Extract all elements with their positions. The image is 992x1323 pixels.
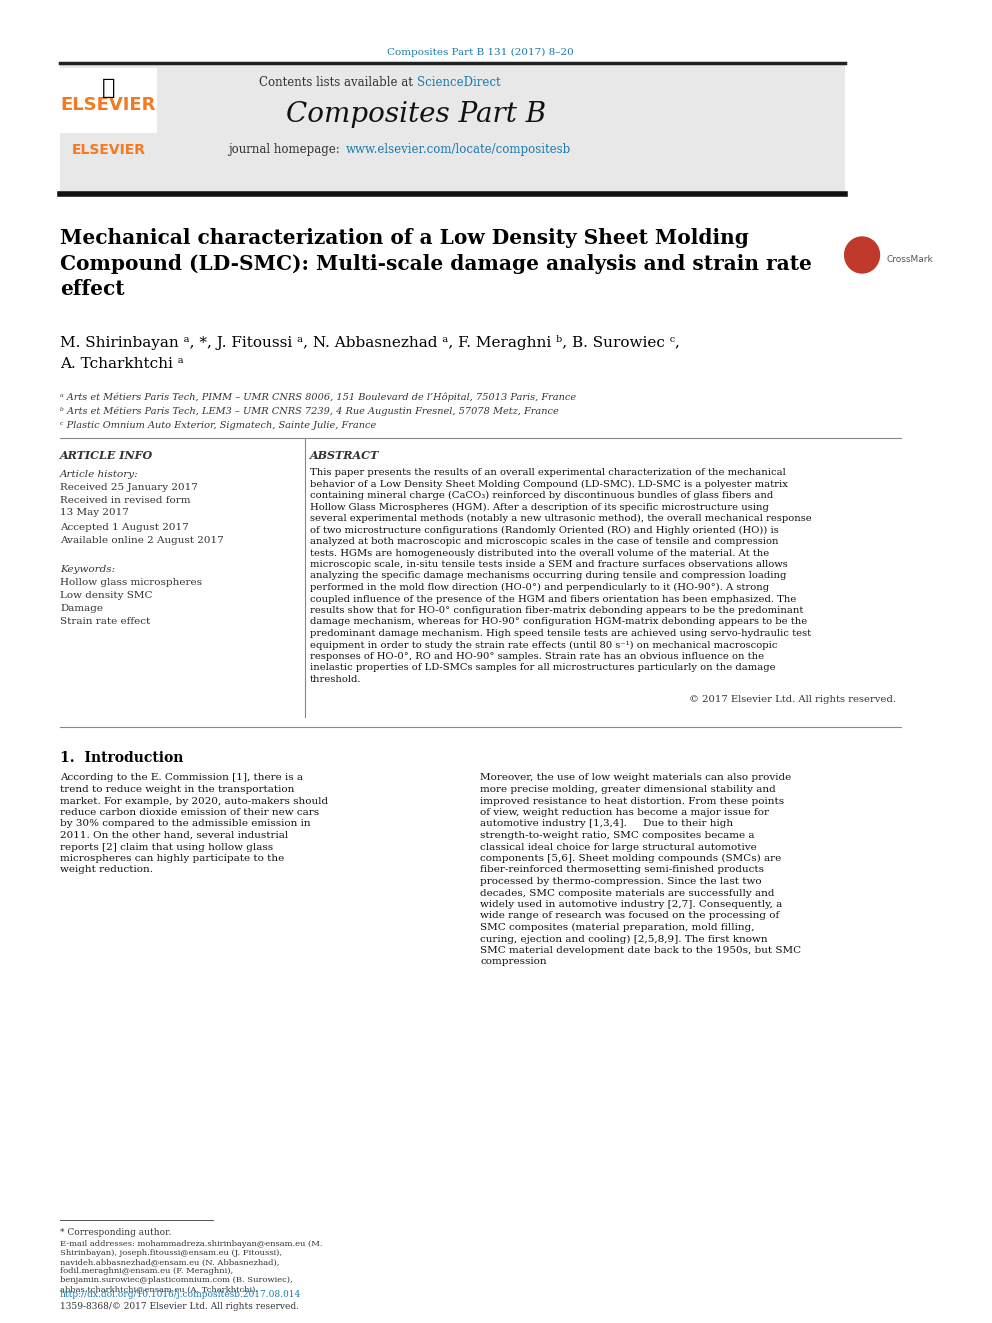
Text: According to the E. Commission [1], there is a: According to the E. Commission [1], ther… xyxy=(61,774,303,782)
Text: Mechanical characterization of a Low Density Sheet Molding
Compound (LD-SMC): Mu: Mechanical characterization of a Low Den… xyxy=(61,228,811,299)
Text: ᵇ Arts et Métiers Paris Tech, LEM3 – UMR CNRS 7239, 4 Rue Augustin Fresnel, 5707: ᵇ Arts et Métiers Paris Tech, LEM3 – UMR… xyxy=(61,407,558,417)
Text: analyzed at both macroscopic and microscopic scales in the case of tensile and c: analyzed at both macroscopic and microsc… xyxy=(310,537,779,546)
Text: Strain rate effect: Strain rate effect xyxy=(61,617,151,626)
Text: 1.  Introduction: 1. Introduction xyxy=(61,751,184,766)
Text: ✕: ✕ xyxy=(856,247,868,262)
Text: tests. HGMs are homogeneously distributed into the overall volume of the materia: tests. HGMs are homogeneously distribute… xyxy=(310,549,769,557)
Text: CrossMark: CrossMark xyxy=(886,255,933,265)
Text: Composites Part B: Composites Part B xyxy=(287,102,547,128)
Text: damage mechanism, whereas for HO-90° configuration HGM-matrix debonding appears : damage mechanism, whereas for HO-90° con… xyxy=(310,618,807,627)
Text: containing mineral charge (CaCO₃) reinforced by discontinuous bundles of glass f: containing mineral charge (CaCO₃) reinfo… xyxy=(310,491,773,500)
Text: responses of HO-0°, RO and HO-90° samples. Strain rate has an obvious influence : responses of HO-0°, RO and HO-90° sample… xyxy=(310,652,764,662)
Text: ARTICLE INFO: ARTICLE INFO xyxy=(61,450,154,460)
Text: Received 25 January 2017: Received 25 January 2017 xyxy=(61,483,198,492)
Text: SMC composites (material preparation, mold filling,: SMC composites (material preparation, mo… xyxy=(480,923,755,933)
Text: processed by thermo-compression. Since the last two: processed by thermo-compression. Since t… xyxy=(480,877,762,886)
Text: M. Shirinbayan ᵃ, *, J. Fitoussi ᵃ, N. Abbasnezhad ᵃ, F. Meraghni ᵇ, B. Surowiec: M. Shirinbayan ᵃ, *, J. Fitoussi ᵃ, N. A… xyxy=(61,335,680,370)
Text: 2011. On the other hand, several industrial: 2011. On the other hand, several industr… xyxy=(61,831,289,840)
Text: Accepted 1 August 2017: Accepted 1 August 2017 xyxy=(61,523,188,532)
Text: widely used in automotive industry [2,7]. Consequently, a: widely used in automotive industry [2,7]… xyxy=(480,900,783,909)
Text: equipment in order to study the strain rate effects (until 80 s⁻¹) on mechanical: equipment in order to study the strain r… xyxy=(310,640,778,650)
Text: threshold.: threshold. xyxy=(310,675,361,684)
Text: ScienceDirect: ScienceDirect xyxy=(418,75,501,89)
Text: Low density SMC: Low density SMC xyxy=(61,591,153,601)
Text: ᵃ Arts et Métiers Paris Tech, PIMM – UMR CNRS 8006, 151 Boulevard de l’Hôpital, : ᵃ Arts et Métiers Paris Tech, PIMM – UMR… xyxy=(61,393,576,402)
Text: journal homepage:: journal homepage: xyxy=(228,143,344,156)
FancyBboxPatch shape xyxy=(61,62,844,192)
Text: microspheres can highly participate to the: microspheres can highly participate to t… xyxy=(61,855,285,863)
Text: of two microstructure configurations (Randomly Oriented (RO) and Highly oriented: of two microstructure configurations (Ra… xyxy=(310,525,779,534)
Text: Article history:: Article history: xyxy=(61,470,139,479)
Text: classical ideal choice for large structural automotive: classical ideal choice for large structu… xyxy=(480,843,757,852)
Text: ELSEVIER: ELSEVIER xyxy=(61,97,156,114)
Text: 🌿: 🌿 xyxy=(102,78,115,98)
Text: of view, weight reduction has become a major issue for: of view, weight reduction has become a m… xyxy=(480,808,770,818)
Text: results show that for HO-0° configuration fiber-matrix debonding appears to be t: results show that for HO-0° configuratio… xyxy=(310,606,804,615)
Text: compression: compression xyxy=(480,958,547,967)
Text: This paper presents the results of an overall experimental characterization of t: This paper presents the results of an ov… xyxy=(310,468,786,478)
Text: 1359-8368/© 2017 Elsevier Ltd. All rights reserved.: 1359-8368/© 2017 Elsevier Ltd. All right… xyxy=(61,1302,299,1311)
Text: Received in revised form
13 May 2017: Received in revised form 13 May 2017 xyxy=(61,496,190,517)
Text: components [5,6]. Sheet molding compounds (SMCs) are: components [5,6]. Sheet molding compound… xyxy=(480,855,782,863)
Text: inelastic properties of LD-SMCs samples for all microstructures particularly on : inelastic properties of LD-SMCs samples … xyxy=(310,664,776,672)
Text: benjamin.surowiec@plasticomnium.com (B. Surowiec),: benjamin.surowiec@plasticomnium.com (B. … xyxy=(61,1275,293,1285)
Text: reduce carbon dioxide emission of their new cars: reduce carbon dioxide emission of their … xyxy=(61,808,319,818)
Circle shape xyxy=(844,237,880,273)
Text: Shirinbayan), joseph.fitoussi@ensam.eu (J. Fitoussi),: Shirinbayan), joseph.fitoussi@ensam.eu (… xyxy=(61,1249,282,1257)
Text: improved resistance to heat distortion. From these points: improved resistance to heat distortion. … xyxy=(480,796,785,806)
Bar xyxy=(61,67,157,134)
Text: http://dx.doi.org/10.1016/j.compositesb.2017.08.014: http://dx.doi.org/10.1016/j.compositesb.… xyxy=(61,1290,302,1299)
Text: ᶜ Plastic Omnium Auto Exterior, Sigmatech, Sainte Julie, France: ᶜ Plastic Omnium Auto Exterior, Sigmatec… xyxy=(61,421,376,430)
Text: decades, SMC composite materials are successfully and: decades, SMC composite materials are suc… xyxy=(480,889,775,897)
Text: fodil.meraghni@ensam.eu (F. Meraghni),: fodil.meraghni@ensam.eu (F. Meraghni), xyxy=(61,1267,233,1275)
Text: performed in the mold flow direction (HO-0°) and perpendicularly to it (HO-90°).: performed in the mold flow direction (HO… xyxy=(310,583,769,593)
Text: Composites Part B 131 (2017) 8–20: Composites Part B 131 (2017) 8–20 xyxy=(387,48,573,57)
Text: ELSEVIER: ELSEVIER xyxy=(71,143,146,157)
Text: trend to reduce weight in the transportation: trend to reduce weight in the transporta… xyxy=(61,785,295,794)
Text: reports [2] claim that using hollow glass: reports [2] claim that using hollow glas… xyxy=(61,843,273,852)
Text: market. For example, by 2020, auto-makers should: market. For example, by 2020, auto-maker… xyxy=(61,796,328,806)
Text: microscopic scale, in-situ tensile tests inside a SEM and fracture surfaces obse: microscopic scale, in-situ tensile tests… xyxy=(310,560,788,569)
Text: Moreover, the use of low weight materials can also provide: Moreover, the use of low weight material… xyxy=(480,774,792,782)
Text: wide range of research was focused on the processing of: wide range of research was focused on th… xyxy=(480,912,780,921)
Text: © 2017 Elsevier Ltd. All rights reserved.: © 2017 Elsevier Ltd. All rights reserved… xyxy=(689,695,896,704)
Text: E-mail addresses: mohammadreza.shirinbayan@ensam.eu (M.: E-mail addresses: mohammadreza.shirinbay… xyxy=(61,1240,322,1248)
Text: Hollow Glass Microspheres (HGM). After a description of its specific microstruct: Hollow Glass Microspheres (HGM). After a… xyxy=(310,503,769,512)
Text: navideh.abbasnezhad@ensam.eu (N. Abbasnezhad),: navideh.abbasnezhad@ensam.eu (N. Abbasne… xyxy=(61,1258,280,1266)
Text: by 30% compared to the admissible emission in: by 30% compared to the admissible emissi… xyxy=(61,819,310,828)
Text: www.elsevier.com/locate/compositesb: www.elsevier.com/locate/compositesb xyxy=(346,143,571,156)
Text: Keywords:: Keywords: xyxy=(61,565,115,574)
Text: Hollow glass microspheres: Hollow glass microspheres xyxy=(61,578,202,587)
Text: predominant damage mechanism. High speed tensile tests are achieved using servo-: predominant damage mechanism. High speed… xyxy=(310,628,811,638)
Text: SMC material development date back to the 1950s, but SMC: SMC material development date back to th… xyxy=(480,946,802,955)
Text: behavior of a Low Density Sheet Molding Compound (LD-SMC). LD-SMC is a polyester: behavior of a Low Density Sheet Molding … xyxy=(310,479,788,488)
Text: weight reduction.: weight reduction. xyxy=(61,865,153,875)
Text: ABSTRACT: ABSTRACT xyxy=(310,450,379,460)
Text: * Corresponding author.: * Corresponding author. xyxy=(61,1228,172,1237)
Text: automotive industry [1,3,4].     Due to their high: automotive industry [1,3,4]. Due to thei… xyxy=(480,819,733,828)
Text: Available online 2 August 2017: Available online 2 August 2017 xyxy=(61,536,224,545)
Text: Contents lists available at: Contents lists available at xyxy=(259,75,417,89)
Text: fiber-reinforced thermosetting semi-finished products: fiber-reinforced thermosetting semi-fini… xyxy=(480,865,765,875)
Text: strength-to-weight ratio, SMC composites became a: strength-to-weight ratio, SMC composites… xyxy=(480,831,755,840)
Text: curing, ejection and cooling) [2,5,8,9]. The first known: curing, ejection and cooling) [2,5,8,9].… xyxy=(480,934,768,943)
Text: analyzing the specific damage mechanisms occurring during tensile and compressio: analyzing the specific damage mechanisms… xyxy=(310,572,787,581)
Text: more precise molding, greater dimensional stability and: more precise molding, greater dimensiona… xyxy=(480,785,776,794)
Text: abbas.tcharkhtchi@ensam.eu (A. Tcharkhtchi).: abbas.tcharkhtchi@ensam.eu (A. Tcharkhtc… xyxy=(61,1285,258,1293)
Text: coupled influence of the presence of the HGM and fibers orientation has been emp: coupled influence of the presence of the… xyxy=(310,594,797,603)
Text: Damage: Damage xyxy=(61,605,103,613)
Text: several experimental methods (notably a new ultrasonic method), the overall mech: several experimental methods (notably a … xyxy=(310,515,811,523)
